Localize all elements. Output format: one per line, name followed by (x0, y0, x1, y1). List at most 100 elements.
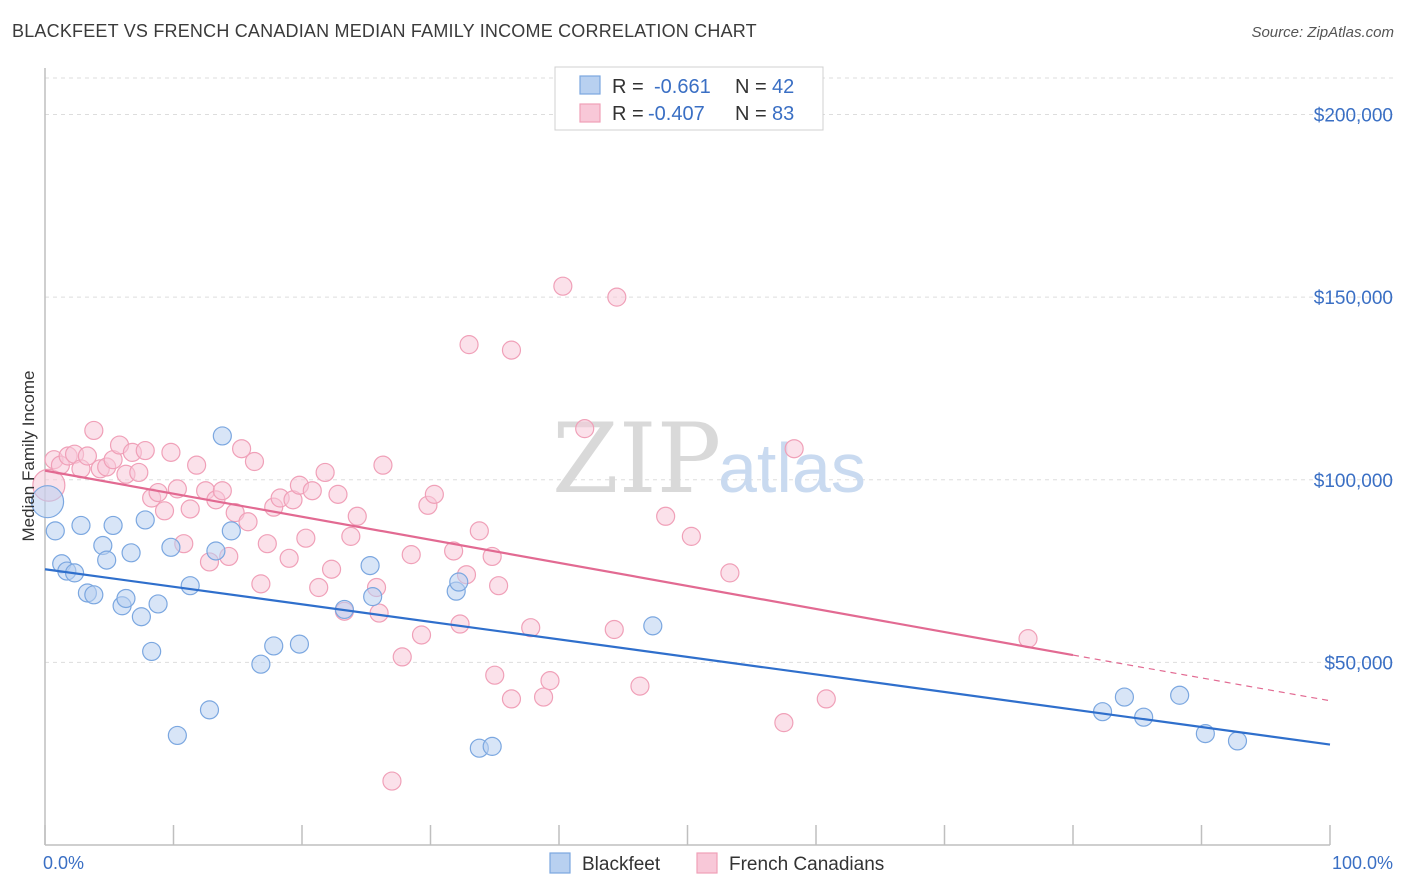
point-french-canadians-67 (521, 618, 541, 638)
point-french-canadians-48 (347, 506, 367, 526)
watermark: ZIP atlas (552, 403, 866, 515)
point-french-canadians-65 (501, 340, 522, 360)
point-french-canadians-14 (129, 462, 149, 483)
point-french-canadians-69 (540, 671, 560, 691)
x-tick-label-1: 100.0% (1332, 853, 1393, 873)
y-tick-labels: $50,000 $100,000 $150,000 $200,000 (1314, 106, 1393, 675)
point-blackfeet-18 (161, 537, 181, 557)
point-french-canadians-47 (341, 526, 361, 546)
point-french-canadians-18 (154, 501, 175, 521)
point-blackfeet-26 (264, 636, 284, 656)
point-french-canadians-40 (296, 528, 316, 548)
point-french-canadians-76 (681, 526, 701, 546)
legend-r-value-blackfeet: -0.661 (654, 76, 711, 98)
legend-r-label-1: R = (612, 76, 644, 98)
point-french-canadians-34 (257, 534, 277, 554)
point-blackfeet-23 (212, 426, 232, 446)
legend-swatch-french-canadians (579, 103, 601, 123)
point-french-canadians-7 (84, 420, 104, 441)
legend-r-label-2: R = (612, 103, 644, 125)
series-label-french-canadians: French Canadians (729, 854, 884, 875)
point-blackfeet-29 (360, 555, 380, 576)
x-tick-label-0: 0.0% (43, 853, 84, 873)
point-french-canadians-6 (77, 446, 98, 466)
point-french-canadians-45 (328, 484, 348, 504)
point-blackfeet-24 (221, 521, 241, 541)
point-blackfeet-20 (180, 576, 200, 596)
point-blackfeet-14 (131, 607, 151, 627)
legend-r-value-french-canadians: -0.407 (648, 103, 705, 125)
point-french-canadians-37 (279, 548, 299, 568)
legend-swatch-blackfeet (579, 75, 601, 95)
point-french-canadians-52 (392, 647, 412, 667)
point-blackfeet-13 (121, 543, 141, 563)
watermark-zip: ZIP (552, 403, 721, 515)
point-french-canadians-61 (469, 521, 489, 541)
point-french-canadians-70 (553, 276, 573, 296)
point-french-canadians-51 (373, 455, 393, 475)
point-french-canadians-42 (309, 577, 329, 598)
point-blackfeet-1 (45, 521, 65, 541)
point-blackfeet-30 (363, 587, 383, 607)
point-blackfeet-32 (449, 572, 469, 592)
y-tick-label-2: $150,000 (1314, 288, 1393, 309)
point-french-canadians-79 (784, 439, 804, 459)
point-blackfeet-9 (97, 550, 117, 570)
point-blackfeet-0 (30, 485, 65, 519)
series-label-blackfeet: Blackfeet (582, 854, 661, 875)
point-blackfeet-17 (148, 594, 168, 614)
gridlines (45, 77, 1395, 663)
point-french-canadians-30 (232, 439, 252, 459)
point-french-canadians-80 (816, 689, 836, 709)
point-french-canadians-44 (321, 559, 342, 579)
point-blackfeet-39 (1170, 685, 1190, 705)
point-blackfeet-5 (71, 515, 91, 536)
trend-line-french-canadians (44, 469, 1074, 657)
point-french-canadians-19 (161, 442, 181, 462)
point-french-canadians-53 (401, 545, 421, 565)
point-french-canadians-32 (244, 451, 265, 472)
series-swatch-french-canadians (696, 852, 718, 874)
point-blackfeet-41 (1227, 731, 1248, 751)
point-french-canadians-72 (604, 619, 624, 640)
point-french-canadians-22 (180, 499, 200, 519)
data-points (30, 276, 1248, 791)
x-tick-labels: 0.0% 100.0% (43, 853, 1393, 873)
point-blackfeet-25 (251, 654, 271, 674)
point-french-canadians-31 (238, 512, 258, 532)
trend-lines (44, 469, 1331, 746)
point-blackfeet-22 (206, 541, 226, 561)
point-french-canadians-73 (607, 287, 627, 307)
point-french-canadians-60 (459, 335, 479, 355)
point-french-canadians-82 (382, 771, 402, 791)
point-french-canadians-41 (302, 481, 322, 501)
point-blackfeet-27 (289, 634, 310, 654)
y-axis-title: Median Family Income (19, 370, 38, 541)
chart-title: BLACKFEET VS FRENCH CANADIAN MEDIAN FAMI… (12, 21, 757, 41)
legend-n-value-french-canadians: 83 (772, 103, 794, 125)
series-legend: Blackfeet French Canadians (549, 852, 884, 875)
y-tick-label-0: $50,000 (1324, 653, 1393, 674)
legend-n-value-blackfeet: 42 (772, 76, 794, 98)
point-blackfeet-16 (142, 641, 162, 662)
point-french-canadians-63 (485, 665, 505, 685)
point-blackfeet-35 (643, 616, 663, 636)
point-blackfeet-19 (167, 725, 187, 746)
point-blackfeet-37 (1114, 687, 1135, 707)
point-french-canadians-54 (411, 625, 432, 645)
trend-line-blackfeet (44, 568, 1331, 746)
y-tick-label-3: $200,000 (1314, 106, 1393, 127)
point-french-canadians-57 (444, 541, 464, 561)
point-french-canadians-75 (656, 506, 676, 526)
point-blackfeet-7 (84, 585, 104, 605)
point-french-canadians-64 (489, 576, 509, 596)
point-blackfeet-38 (1134, 707, 1154, 727)
chart-source: Source: ZipAtlas.com (1251, 24, 1394, 41)
correlation-legend: R = -0.661 N = 42 R = -0.407 N = 83 (554, 66, 824, 131)
point-blackfeet-34 (482, 736, 502, 756)
point-french-canadians-71 (575, 419, 595, 439)
point-french-canadians-74 (630, 676, 650, 696)
point-french-canadians-27 (212, 481, 232, 501)
point-french-canadians-66 (501, 689, 522, 709)
